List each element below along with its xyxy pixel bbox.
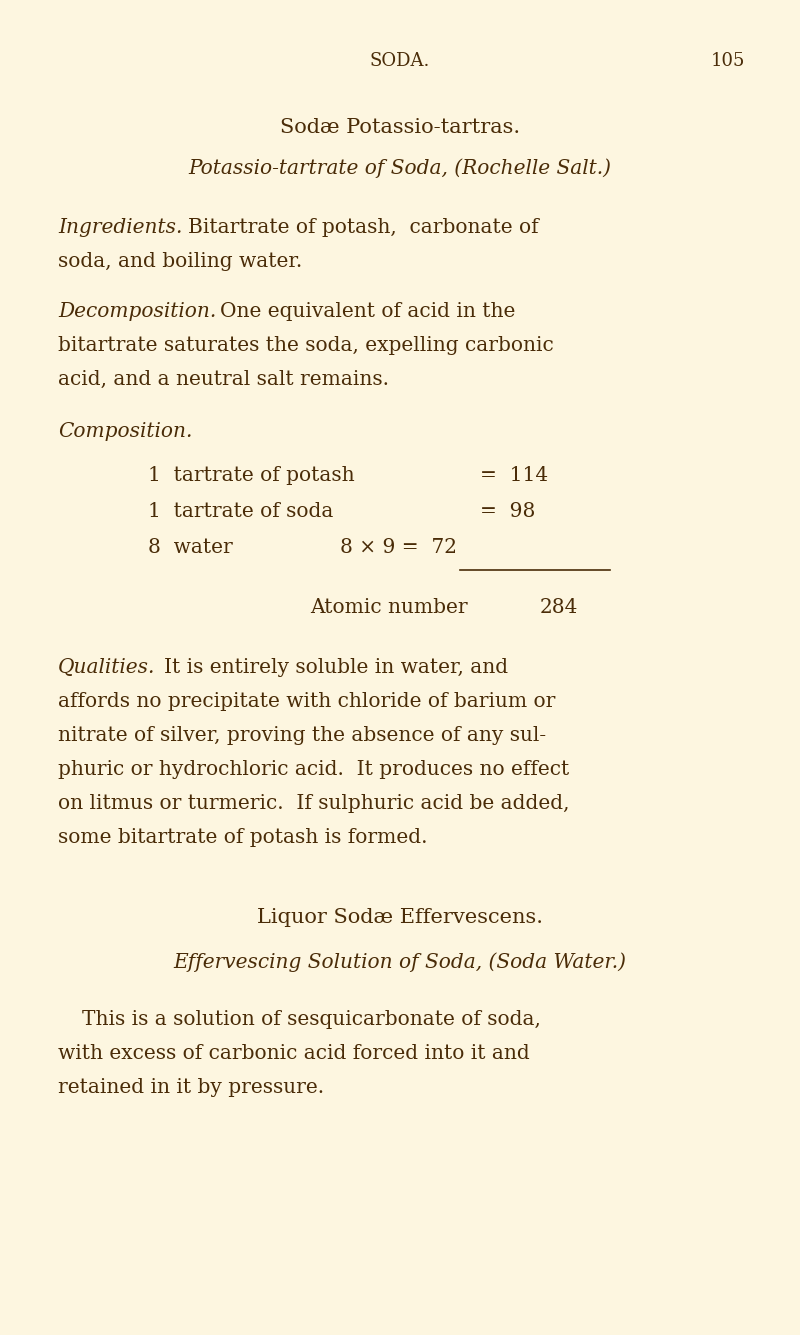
Text: phuric or hydrochloric acid.  It produces no effect: phuric or hydrochloric acid. It produces… bbox=[58, 760, 570, 780]
Text: Sodæ Potassio-tartras.: Sodæ Potassio-tartras. bbox=[280, 117, 520, 138]
Text: Decomposition.: Decomposition. bbox=[58, 302, 216, 320]
Text: with excess of carbonic acid forced into it and: with excess of carbonic acid forced into… bbox=[58, 1044, 530, 1063]
Text: 1  tartrate of potash: 1 tartrate of potash bbox=[148, 466, 354, 485]
Text: 8 × 9 =  72: 8 × 9 = 72 bbox=[340, 538, 457, 557]
Text: 8  water: 8 water bbox=[148, 538, 233, 557]
Text: Potassio-tartrate of Soda, (Rochelle Salt.): Potassio-tartrate of Soda, (Rochelle Sal… bbox=[189, 158, 611, 178]
Text: soda, and boiling water.: soda, and boiling water. bbox=[58, 252, 302, 271]
Text: Qualities.: Qualities. bbox=[58, 658, 155, 677]
Text: Liquor Sodæ Effervescens.: Liquor Sodæ Effervescens. bbox=[257, 908, 543, 926]
Text: SODA.: SODA. bbox=[370, 52, 430, 69]
Text: 284: 284 bbox=[540, 598, 578, 617]
Text: 1  tartrate of soda: 1 tartrate of soda bbox=[148, 502, 334, 521]
Text: This is a solution of sesquicarbonate of soda,: This is a solution of sesquicarbonate of… bbox=[82, 1011, 541, 1029]
Text: acid, and a neutral salt remains.: acid, and a neutral salt remains. bbox=[58, 370, 389, 388]
Text: Atomic number: Atomic number bbox=[310, 598, 468, 617]
Text: 105: 105 bbox=[710, 52, 745, 69]
Text: One equivalent of acid in the: One equivalent of acid in the bbox=[220, 302, 515, 320]
Text: nitrate of silver, proving the absence of any sul-: nitrate of silver, proving the absence o… bbox=[58, 726, 546, 745]
Text: retained in it by pressure.: retained in it by pressure. bbox=[58, 1077, 324, 1097]
Text: on litmus or turmeric.  If sulphuric acid be added,: on litmus or turmeric. If sulphuric acid… bbox=[58, 794, 570, 813]
Text: Composition.: Composition. bbox=[58, 422, 192, 441]
Text: Effervescing Solution of Soda, (Soda Water.): Effervescing Solution of Soda, (Soda Wat… bbox=[174, 952, 626, 972]
Text: It is entirely soluble in water, and: It is entirely soluble in water, and bbox=[164, 658, 508, 677]
Text: bitartrate saturates the soda, expelling carbonic: bitartrate saturates the soda, expelling… bbox=[58, 336, 554, 355]
Text: =  114: = 114 bbox=[480, 466, 548, 485]
Text: Bitartrate of potash,  carbonate of: Bitartrate of potash, carbonate of bbox=[188, 218, 538, 238]
Text: Ingredients.: Ingredients. bbox=[58, 218, 182, 238]
Text: some bitartrate of potash is formed.: some bitartrate of potash is formed. bbox=[58, 828, 427, 846]
Text: =  98: = 98 bbox=[480, 502, 535, 521]
Text: affords no precipitate with chloride of barium or: affords no precipitate with chloride of … bbox=[58, 692, 555, 712]
